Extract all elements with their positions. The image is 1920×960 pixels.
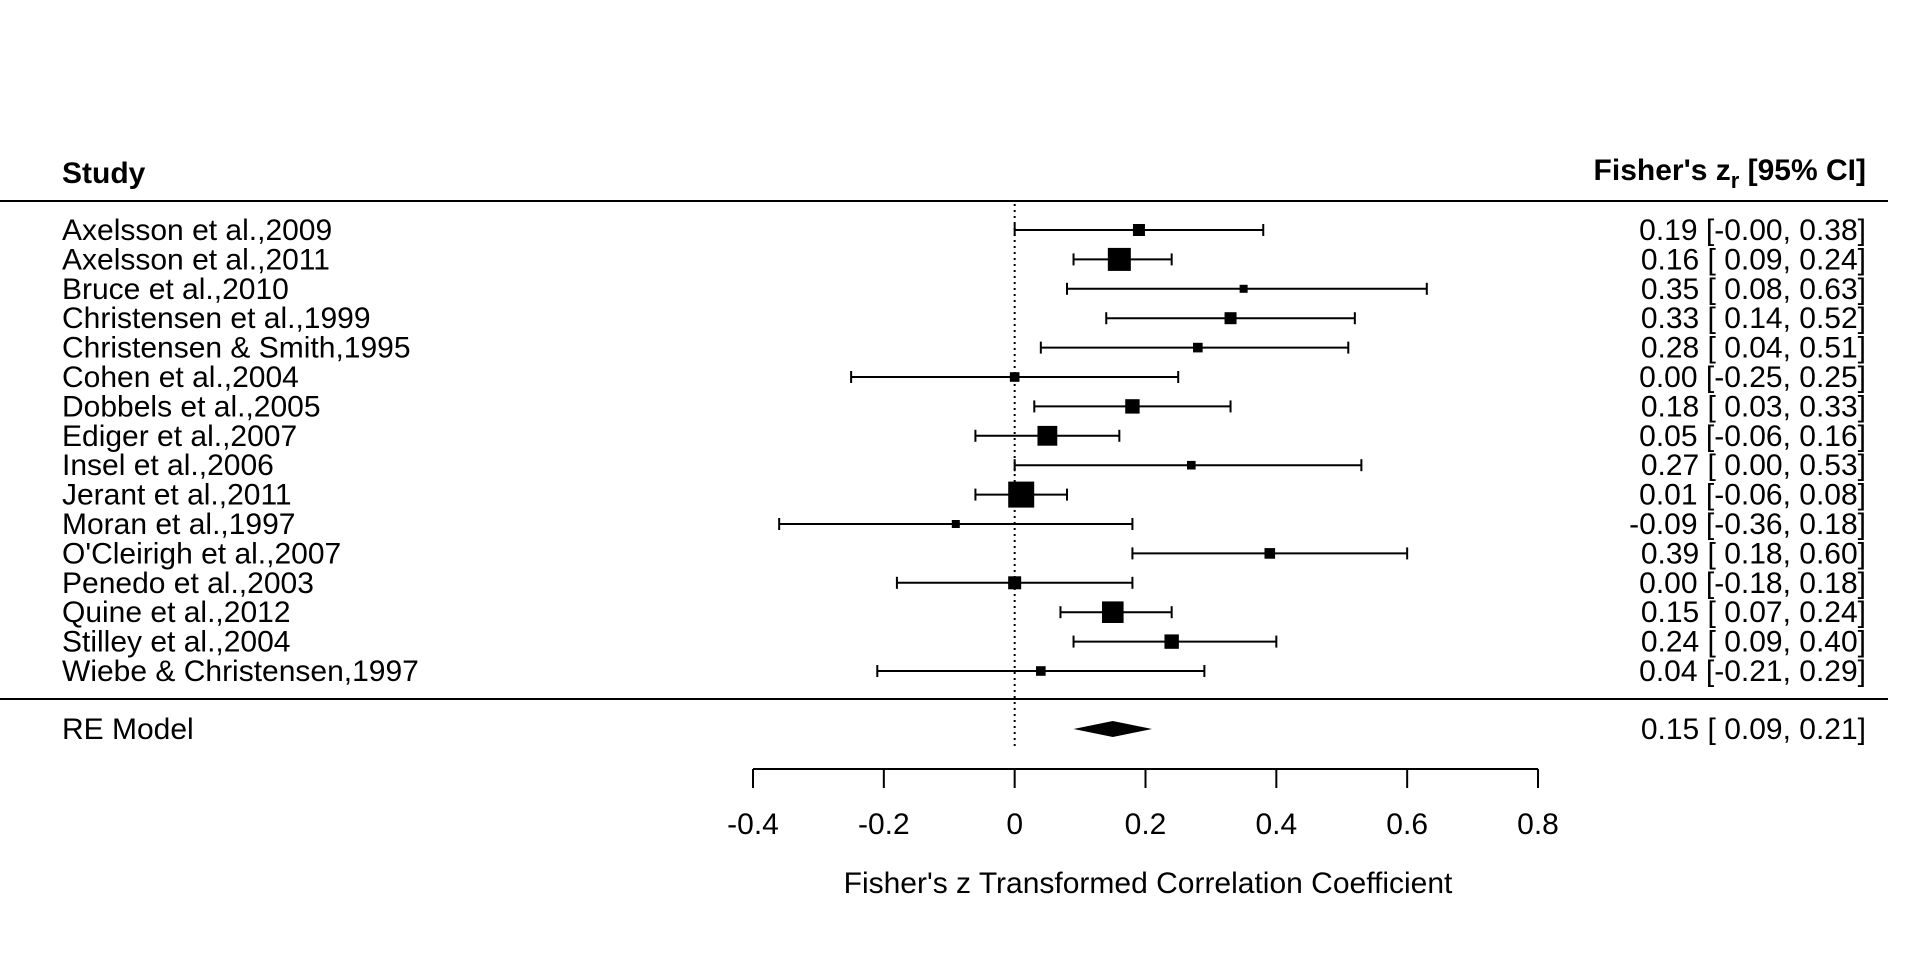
study-row: Jerant et al.,2011 0.01 [-0.06, 0.08] [62,479,1866,512]
ci-text: 0.39 [ 0.18, 0.60] [1641,537,1866,570]
study-label: Penedo et al.,2003 [62,567,314,600]
ci-text: 0.24 [ 0.09, 0.40] [1641,626,1866,659]
ci-text: 0.01 [-0.06, 0.08] [1639,479,1866,512]
study-label: Jerant et al.,2011 [62,479,292,512]
study-label: Ediger et al.,2007 [62,420,297,453]
ci-text: 0.00 [-0.25, 0.25] [1639,361,1866,394]
point-estimate [1009,372,1020,382]
study-row: Stilley et al.,2004 0.24 [ 0.09, 0.40] [62,626,1866,659]
x-tick-label: -0.4 [727,808,779,841]
point-estimate [1193,342,1203,353]
x-tick-label: 0 [1006,808,1023,841]
summary-ci-text: 0.15 [ 0.09, 0.21] [1641,713,1866,746]
ci-text: 0.00 [-0.18, 0.18] [1639,567,1866,600]
point-estimate [1107,247,1131,271]
header-estimate: Fisher's zr [95% CI] [1594,154,1866,193]
point-estimate [1037,425,1058,446]
point-estimate [951,520,960,528]
study-row: Christensen et al.,1999 0.33 [ 0.14, 0.52… [62,302,1866,335]
study-label: Moran et al.,1997 [62,508,295,541]
study-label: Bruce et al.,2010 [62,273,289,306]
study-label: Dobbels et al.,2005 [62,390,321,423]
header-estimate-sub: r [1731,168,1740,193]
ci-text: 0.05 [-0.06, 0.16] [1639,420,1866,453]
study-label: Wiebe & Christensen,1997 [62,655,419,688]
study-row: Axelsson et al.,2011 0.16 [ 0.09, 0.24] [62,243,1866,276]
point-estimate [1264,548,1276,559]
study-row: O'Cleirigh et al.,2007 0.39 [ 0.18, 0.60] [62,537,1866,570]
summary-diamond [1073,721,1153,737]
study-label: O'Cleirigh et al.,2007 [62,537,341,570]
point-estimate [1101,601,1124,623]
ci-text: 0.28 [ 0.04, 0.51] [1641,332,1866,365]
study-label: Christensen & Smith,1995 [62,332,411,365]
study-label: Axelsson et al.,2009 [62,214,332,247]
study-label: Insel et al.,2006 [62,449,274,482]
study-label: Cohen et al.,2004 [62,361,299,394]
summary-label: RE Model [62,713,194,746]
point-estimate [1125,399,1140,414]
study-row: Bruce et al.,2010 0.35 [ 0.08, 0.63] [62,273,1866,306]
ci-text: 0.16 [ 0.09, 0.24] [1641,243,1866,276]
point-estimate [1036,666,1046,676]
summary-row: RE Model 0.15 [ 0.09, 0.21] [62,713,1866,746]
ci-text: 0.33 [ 0.14, 0.52] [1641,302,1866,335]
point-estimate [1008,481,1035,508]
ci-text: 0.35 [ 0.08, 0.63] [1641,273,1866,306]
ci-text: 0.18 [ 0.03, 0.33] [1641,390,1866,423]
x-tick-label: -0.2 [858,808,910,841]
ci-text: -0.09 [-0.36, 0.18] [1629,508,1866,541]
point-estimate [1186,460,1196,470]
x-tick-label: 0.4 [1255,808,1297,841]
point-estimate [1132,224,1145,236]
ci-text: 0.04 [-0.21, 0.29] [1639,655,1866,688]
study-row: Wiebe & Christensen,1997 0.04 [-0.21, 0.2… [62,655,1866,688]
x-tick-label: 0.2 [1125,808,1167,841]
ci-text: 0.19 [-0.00, 0.38] [1639,214,1866,247]
study-label: Christensen et al.,1999 [62,302,371,335]
header-estimate-main: Fisher's z [1594,154,1731,187]
study-row: Axelsson et al.,2009 0.19 [-0.00, 0.38] [62,214,1866,247]
ci-text: 0.27 [ 0.00, 0.53] [1641,449,1866,482]
study-row: Quine et al.,2012 0.15 [ 0.07, 0.24] [62,596,1866,629]
point-estimate [1239,284,1248,293]
header-estimate-tail: [95% CI] [1739,154,1866,187]
study-row: Cohen et al.,2004 0.00 [-0.25, 0.25] [62,361,1866,394]
study-row: Ediger et al.,2007 0.05 [-0.06, 0.16] [62,420,1866,453]
point-estimate [1008,576,1022,590]
study-label: Axelsson et al.,2011 [62,243,330,276]
study-row: Dobbels et al.,2005 0.18 [ 0.03, 0.33] [62,390,1866,423]
x-tick-label: 0.6 [1386,808,1428,841]
study-label: Quine et al.,2012 [62,596,291,629]
study-row: Penedo et al.,2003 0.00 [-0.18, 0.18] [62,567,1866,600]
study-row: Moran et al.,1997 -0.09 [-0.36, 0.18] [62,508,1866,541]
ci-text: 0.15 [ 0.07, 0.24] [1641,596,1866,629]
x-axis-title: Fisher's z Transformed Correlation Coeff… [844,867,1453,900]
study-label: Stilley et al.,2004 [62,626,290,659]
study-row: Insel et al.,2006 0.27 [ 0.00, 0.53] [62,449,1866,482]
study-row: Christensen & Smith,1995 0.28 [ 0.04, 0.5… [62,332,1866,365]
x-tick-label: 0.8 [1517,808,1559,841]
header-study: Study [62,157,146,190]
point-estimate [1164,634,1179,649]
point-estimate [1224,312,1237,325]
